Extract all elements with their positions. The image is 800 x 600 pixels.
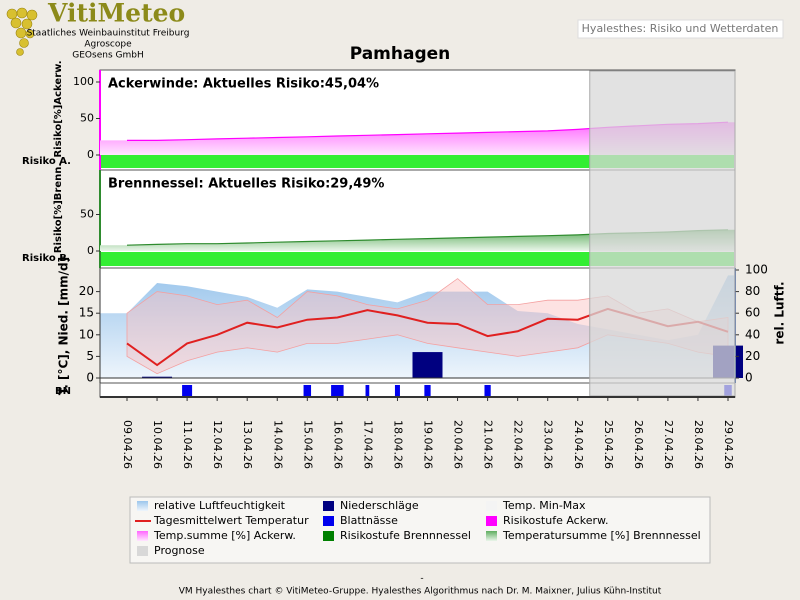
- panel-title: Brennnessel: Aktuelles Risiko:29,49%: [108, 177, 384, 192]
- legend-label: Risikostufe Brennnessel: [340, 529, 471, 542]
- legend-swatch: [323, 516, 334, 526]
- x-tick-label: 12.04.26: [211, 420, 224, 469]
- logo-text: VitiMeteo: [47, 0, 185, 28]
- band-label: Risiko A.: [22, 156, 71, 167]
- y2-tick-label: 60: [745, 306, 760, 320]
- precip-bar: [412, 352, 443, 378]
- band-label: Risiko B.: [22, 253, 71, 264]
- y-tick-label: 10: [79, 327, 94, 341]
- y-tick-label: 50: [80, 112, 94, 125]
- app-title: Hyalesthes: Risiko und Wetterdaten: [582, 22, 779, 35]
- panel-title: Ackerwinde: Aktuelles Risiko:45,04%: [108, 77, 379, 92]
- institution: Agroscope: [84, 40, 132, 50]
- legend-swatch: [486, 501, 497, 511]
- y2-tick-label: 80: [745, 284, 760, 298]
- legend-label: Risikostufe Ackerw.: [503, 514, 608, 527]
- y-tick-label: 5: [86, 349, 94, 363]
- y2-tick-label: 20: [745, 349, 760, 363]
- leaf-wetness-bar: [394, 385, 400, 396]
- legend-swatch: [486, 516, 497, 526]
- leaf-wetness-bar: [424, 385, 431, 396]
- legend-label: Blattnässe: [340, 514, 398, 527]
- legend-label: Temp. Min-Max: [502, 499, 586, 512]
- leaf-wetness-bar: [484, 385, 491, 396]
- x-tick-label: 28.04.26: [692, 420, 705, 469]
- legend-box: [129, 496, 711, 564]
- legend-label: relative Luftfeuchtigkeit: [154, 499, 286, 512]
- y-tick-label: 100: [73, 75, 94, 88]
- footer-credit: VM Hyalesthes chart © VitiMeteo-Gruppe. …: [179, 587, 662, 597]
- leaf-wetness-bar: [331, 385, 344, 396]
- x-tick-label: 11.04.26: [181, 420, 194, 469]
- logo-grapes: [6, 7, 38, 56]
- risk-band: [101, 155, 734, 168]
- precip-bar: [142, 376, 173, 378]
- risk-band: [101, 252, 734, 266]
- x-tick-label: 18.04.26: [391, 420, 404, 469]
- y-axis-label: Risiko[%]Brenn.: [53, 163, 64, 253]
- leaf-wetness-bar: [182, 385, 193, 396]
- legend-swatch: [323, 531, 334, 541]
- x-tick-label: 21.04.26: [482, 420, 495, 469]
- x-tick-label: 09.04.26: [121, 420, 134, 469]
- prognose-area: [589, 70, 736, 397]
- y2-tick-label: 0: [745, 371, 753, 385]
- x-tick-label: 23.04.26: [542, 420, 555, 469]
- legend-label: Niederschläge: [340, 499, 419, 512]
- risk-sum-area: [100, 122, 735, 155]
- legend-swatch: [486, 531, 497, 541]
- y-tick-label: 0: [86, 371, 94, 385]
- y2-tick-label: 100: [745, 263, 768, 277]
- legend-swatch: [137, 501, 148, 511]
- y-tick-label: 0: [87, 148, 94, 161]
- chart-title: Pamhagen: [350, 44, 451, 64]
- y-tick-label: 20: [79, 284, 94, 298]
- legend-swatch: [137, 531, 148, 541]
- x-tick-label: 22.04.26: [512, 420, 525, 469]
- y2-axis-label: rel. Luftf.: [773, 281, 787, 344]
- y-tick-label: 50: [80, 208, 94, 221]
- legend-swatch: [323, 501, 334, 511]
- footer-dash: -: [420, 574, 423, 584]
- x-tick-label: 16.04.26: [331, 420, 344, 469]
- legend-swatch: [137, 546, 148, 556]
- y-axis-label: T. [°C], Nied. [mm/d]: [57, 257, 71, 395]
- x-tick-label: 14.04.26: [271, 420, 284, 469]
- x-tick-label: 25.04.26: [602, 420, 615, 469]
- x-tick-label: 17.04.26: [361, 420, 374, 469]
- legend-label: Temp.summe [%] Ackerw.: [153, 529, 296, 542]
- y2-tick-label: 40: [745, 327, 760, 341]
- x-tick-label: 24.04.26: [572, 420, 585, 469]
- x-tick-label: 13.04.26: [241, 420, 254, 469]
- x-tick-label: 10.04.26: [151, 420, 164, 469]
- x-tick-label: 20.04.26: [452, 420, 465, 469]
- x-tick-label: 27.04.26: [662, 420, 675, 469]
- leaf-label: BN: [55, 386, 71, 397]
- legend-label: Tagesmittelwert Temperatur: [153, 514, 309, 527]
- y-axis-label: Risiko[%]Ackerw.: [53, 60, 64, 157]
- y-tick-label: 15: [79, 306, 94, 320]
- x-tick-label: 15.04.26: [301, 420, 314, 469]
- y-tick-label: 0: [87, 244, 94, 257]
- legend-label: Temperatursumme [%] Brennnessel: [502, 529, 701, 542]
- app-title-box: [577, 19, 784, 39]
- institution: Staatliches Weinbauinstitut Freiburg: [27, 29, 190, 39]
- x-tick-label: 19.04.26: [422, 420, 435, 469]
- leaf-wetness-bar: [303, 385, 312, 396]
- humidity-area: [100, 275, 735, 378]
- x-tick-label: 26.04.26: [632, 420, 645, 469]
- x-tick-label: 29.04.26: [722, 420, 735, 469]
- legend-label: Prognose: [154, 544, 205, 557]
- institution: GEOsens GmbH: [72, 51, 143, 61]
- leaf-wetness-bar: [365, 385, 370, 396]
